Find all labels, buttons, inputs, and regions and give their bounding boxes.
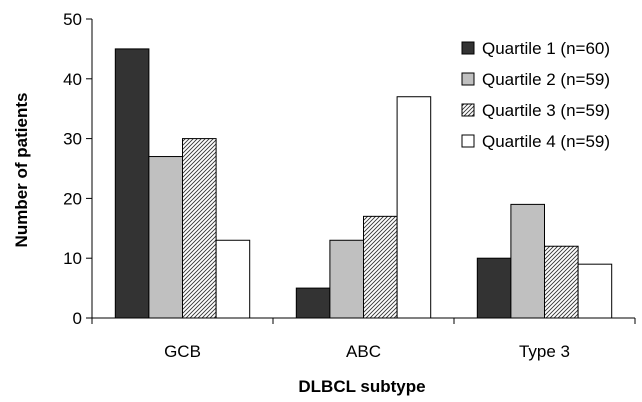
bar-type-3-quartile-4 — [577, 263, 613, 319]
x-tick-label: ABC — [346, 342, 381, 361]
legend-label-quartile-3: Quartile 3 (n=59) — [482, 101, 610, 120]
bar-type-3-quartile-2 — [510, 203, 545, 319]
legend-label-quartile-4: Quartile 4 (n=59) — [482, 132, 610, 151]
legend-swatch-quartile-1 — [461, 41, 475, 55]
legend-label-quartile-2: Quartile 2 (n=59) — [482, 70, 610, 89]
bar-gcb-quartile-2 — [148, 156, 183, 319]
y-axis-title: Number of patients — [12, 93, 31, 248]
bar-gcb-quartile-4 — [215, 239, 251, 319]
x-tick-label: Type 3 — [519, 342, 570, 361]
y-tick-label: 40 — [63, 70, 82, 89]
bar-type-3-quartile-3 — [544, 245, 579, 319]
bar-gcb-quartile-3 — [182, 138, 217, 319]
legend-swatch-quartile-2 — [461, 72, 475, 86]
bar-abc-quartile-3 — [363, 215, 398, 319]
x-axis-title: DLBCL subtype — [298, 377, 425, 396]
bar-gcb-quartile-1 — [114, 48, 150, 319]
y-tick-label: 50 — [63, 10, 82, 29]
legend-label-quartile-1: Quartile 1 (n=60) — [482, 39, 610, 58]
legend-swatch-quartile-3 — [461, 103, 475, 117]
legend: Quartile 1 (n=60) Quartile 2 (n=59) Quarti… — [461, 39, 610, 151]
bars-group — [114, 48, 613, 319]
axes-group: 0 10 20 30 40 50 GCB ABC Type 3 — [63, 10, 636, 361]
legend-swatch-quartile-4 — [461, 134, 475, 148]
y-tick-label: 20 — [63, 189, 82, 208]
bar-abc-quartile-4 — [396, 96, 432, 319]
y-tick-label: 0 — [73, 309, 82, 328]
bar-abc-quartile-2 — [329, 239, 364, 319]
bar-abc-quartile-1 — [295, 287, 331, 319]
bar-type-3-quartile-1 — [476, 257, 512, 319]
x-tick-label: GCB — [164, 342, 201, 361]
y-tick-label: 30 — [63, 130, 82, 149]
y-tick-label: 10 — [63, 249, 82, 268]
